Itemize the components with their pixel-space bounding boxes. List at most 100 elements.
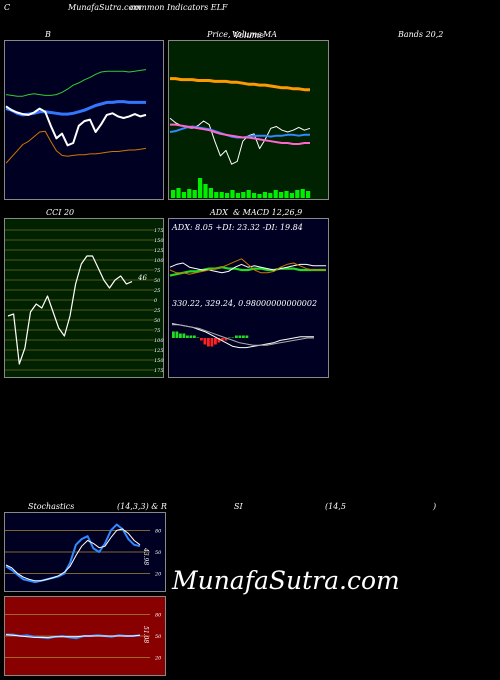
volume-bar — [246, 190, 251, 198]
price-ma_mid-line — [170, 123, 310, 145]
cci-tick-label: 50 — [154, 278, 161, 284]
adx-minus_di-line — [169, 258, 326, 275]
price-ma_long-line — [170, 77, 310, 92]
macd-histogram-bar — [242, 335, 245, 338]
bollinger-upper-line — [5, 69, 147, 97]
macd-histogram-bar — [221, 338, 224, 341]
watermark: MunafaSutra.com — [172, 566, 400, 595]
volume-bar — [171, 190, 176, 198]
volume-bar — [268, 193, 273, 198]
rsi-paren: ) — [433, 502, 437, 511]
macd-histogram-bar — [214, 338, 217, 345]
volume-bar — [192, 190, 197, 198]
macd-histogram-bar — [172, 331, 175, 338]
stoch-tick-label: 20 — [154, 572, 162, 578]
cci-tick-label: 100 — [154, 338, 164, 344]
macd-histogram-bar — [217, 338, 221, 343]
cci-tick-label: 150 — [154, 238, 164, 244]
macd-histogram-bar — [228, 337, 231, 338]
macd-histogram-bar — [189, 335, 193, 338]
macd-histogram-bar — [231, 337, 235, 338]
bb-label: B — [45, 30, 51, 39]
stochastics-chart: 80 50 20 43.98 — [4, 512, 166, 592]
cci-tick-label: 50 — [154, 318, 161, 324]
header-site: MunafaSutra.com — [68, 3, 141, 12]
adx-label: ADX & MACD 12,26,9 — [210, 208, 303, 217]
price-label-overlap-1: Volume — [232, 30, 262, 39]
macd-histogram-bar — [196, 337, 200, 338]
cci-tick-label: 150 — [154, 358, 164, 364]
price-label: Price, — [207, 30, 231, 39]
rsi-tick-label: 80 — [155, 612, 162, 618]
stoch-value-label: 43.98 — [142, 547, 149, 565]
cci-tick-label: 100 — [154, 258, 164, 264]
macd-histogram-bar — [210, 338, 214, 347]
volume-bar — [187, 189, 192, 198]
volume-bar — [252, 193, 257, 198]
stoch-label: Stochastics — [28, 502, 75, 511]
stoch-tick-label: 50 — [155, 550, 162, 556]
volume-bar — [289, 193, 294, 198]
header-code: C — [4, 3, 11, 12]
cci-tick-label: 0 — [154, 298, 158, 304]
adx-stats: ADX: 8.05 +DI: 23.32 -DI: 19.84 — [171, 223, 303, 232]
cci-bg — [4, 218, 164, 378]
bollinger-chart — [4, 40, 164, 200]
bollinger-lower-line — [5, 130, 147, 164]
cci-chart: 175 150 125 100 75 50 25 0 25 50 75 100 125 150 175 46 — [4, 218, 164, 378]
rsi-params: (14,5 — [325, 502, 346, 511]
cci-label: CCI 20 — [46, 208, 75, 217]
macd-histogram-bar — [224, 338, 228, 341]
volume-bar — [257, 194, 262, 198]
price-ma-label: MA — [263, 30, 277, 39]
macd-histogram-bar — [186, 335, 189, 338]
volume-bar — [176, 188, 181, 198]
rsi-tick-label: 20 — [154, 656, 162, 662]
cci-line — [7, 255, 133, 365]
volume-bar — [284, 191, 289, 198]
volume-bar — [230, 190, 235, 198]
stoch-k-line — [5, 523, 141, 584]
rsi-value-label: 51.08 — [142, 626, 149, 643]
bollinger-bg — [4, 40, 164, 200]
volume-bar — [203, 184, 208, 198]
volume-bar — [279, 192, 284, 198]
adx-plus_di-line — [169, 262, 326, 274]
macd-histogram-bar — [238, 335, 242, 338]
volume-bar — [214, 192, 219, 198]
macd-macd-line — [171, 323, 314, 349]
adx-bg — [168, 218, 329, 378]
adx-adx-line — [169, 266, 326, 277]
price-label-overlap-2: Volume — [234, 31, 264, 40]
rsi-chart: 80 50 20 51.08 — [4, 596, 166, 676]
bollinger-price-line — [5, 105, 147, 147]
cci-tick-label: 75 — [154, 268, 160, 274]
volume-bar — [306, 191, 311, 198]
volume-bar — [235, 193, 240, 198]
price-chart — [168, 40, 329, 200]
volume-bar — [295, 190, 300, 198]
macd-histogram-bar — [193, 335, 196, 338]
volume-bar — [300, 189, 305, 198]
volume-bar — [241, 192, 246, 198]
cci-tick-label: 25 — [153, 308, 160, 314]
stoch-d-line — [5, 528, 141, 582]
macd-signal-line — [172, 324, 314, 346]
cci-tick-label: 25 — [153, 288, 160, 294]
cci-value-label: 46 — [137, 274, 147, 282]
volume-bar — [219, 192, 224, 198]
cci-tick-label: 175 — [154, 228, 164, 234]
macd-histogram-bar — [203, 338, 207, 345]
rsi-tick-label: 50 — [155, 634, 162, 640]
cci-tick-label: 175 — [154, 368, 164, 374]
adx-macd-chart: ADX: 8.05 +DI: 23.32 -DI: 19.84 330.22, … — [168, 218, 329, 378]
bb-bands-label: Bands 20,2 — [398, 30, 444, 39]
macd-histogram-bar — [235, 335, 238, 338]
volume-bar — [262, 192, 267, 198]
cci-tick-label: 125 — [154, 248, 164, 254]
volume-bar — [181, 192, 186, 198]
volume-bar — [208, 188, 213, 198]
rsi-label: SI — [234, 502, 243, 511]
macd-histogram-bar — [200, 338, 203, 341]
volume-bar — [225, 193, 230, 198]
